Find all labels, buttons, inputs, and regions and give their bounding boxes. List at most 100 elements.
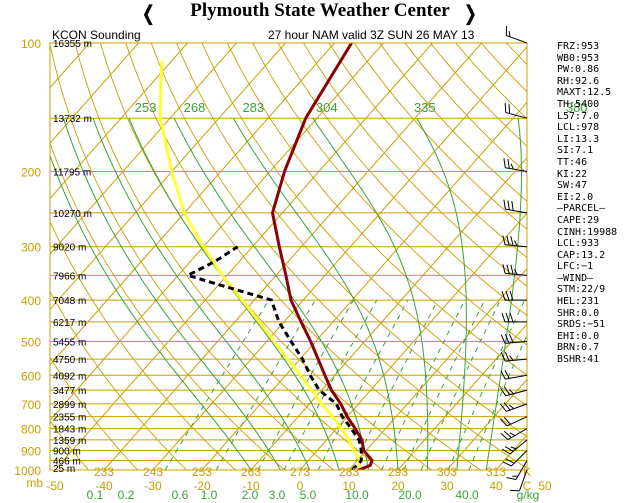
wind-barb-flag <box>502 264 506 274</box>
wind-barb-flag <box>508 404 515 409</box>
wind-barb-flag <box>510 163 514 170</box>
dry-adiabat-line <box>201 43 527 407</box>
wind-barb <box>500 402 528 412</box>
isotherm-line <box>446 378 527 470</box>
dry-adiabat-line <box>252 43 527 346</box>
wind-barb <box>505 25 528 44</box>
index-item: LCL:978 <box>557 122 600 134</box>
wind-barb-staff <box>505 167 528 173</box>
wind-barb <box>501 439 528 455</box>
wind-barb-flag <box>511 201 514 211</box>
wind-barb-flag <box>508 389 514 395</box>
kelvin-tick-label: 303 <box>437 465 457 479</box>
page-title: Plymouth State Weather Center <box>190 0 450 21</box>
wind-barb-flag <box>502 235 506 245</box>
wind-barb-flag <box>505 458 515 464</box>
temperature-tick-label: 50 <box>538 479 552 493</box>
isotherm-line <box>103 43 482 470</box>
dry-adiabat-line <box>74 43 383 470</box>
wind-barb-flag <box>500 352 506 362</box>
station-label: KCON Sounding <box>52 28 141 42</box>
valid-time-label: 27 hour NAM valid 3Z SUN 26 MAY 13 <box>268 28 475 42</box>
index-item: SI:7.1 <box>557 145 594 157</box>
isotherm-line <box>50 43 237 255</box>
temperature-trace <box>270 43 374 470</box>
isotherm-line <box>299 212 527 470</box>
wind-barb-flag <box>506 477 517 480</box>
pressure-tick-label: 500 <box>21 335 41 349</box>
index-item: LFC:−1 <box>557 261 594 273</box>
dry-adiabat-line <box>328 43 527 259</box>
mixing-ratio-line <box>447 299 526 470</box>
height-label: 466 m <box>53 456 81 467</box>
wind-barb-flag <box>504 369 510 379</box>
theta-label: 304 <box>316 100 338 115</box>
wind-barb-flag <box>508 333 514 343</box>
dry-adiabat-line <box>353 43 527 230</box>
mixing-ratio-label: 2.0 <box>242 488 259 502</box>
mixing-ratio-label: 0.1 <box>87 488 104 502</box>
mixing-ratio-label: 5.0 <box>300 488 317 502</box>
wind-barb-flag <box>509 432 516 437</box>
moist-adiabat-line <box>63 118 281 470</box>
index-item: CAP:13.2 <box>557 249 606 261</box>
height-label: 1843 m <box>53 425 86 436</box>
pressure-tick-label: 1000 <box>14 464 41 478</box>
index-item: LI:13.3 <box>557 133 600 145</box>
index-item: MAXT:12.5 <box>557 87 612 99</box>
mixing-ratio-line <box>420 299 501 470</box>
wind-barb-flag <box>501 290 506 301</box>
mixing-ratio-line <box>215 299 316 470</box>
wind-barb-flag <box>502 461 512 467</box>
banner: ❬ Plymouth State Weather Center ❭ <box>0 0 640 26</box>
kelvin-tick-label: 243 <box>143 465 163 479</box>
dry-adiabat-line <box>50 290 187 470</box>
height-label: 7966 m <box>53 271 86 282</box>
wind-barb <box>501 290 528 301</box>
wind-barb-flag <box>503 199 506 210</box>
wind-barb-flag <box>510 264 514 275</box>
temperature-tick-label: 30 <box>440 479 454 493</box>
wind-barb <box>502 450 528 467</box>
index-item: SRDS:−51 <box>557 319 606 331</box>
dry-adiabat-line <box>277 43 527 316</box>
index-item: SHR:0.0 <box>557 307 600 319</box>
pressure-tick-label: 600 <box>21 369 41 383</box>
plot-frame <box>49 42 528 471</box>
wind-barb-flag <box>509 355 514 361</box>
isotherm-line <box>50 43 286 311</box>
moist-adiabat-line <box>312 117 429 470</box>
moist-adiabat-line <box>173 117 370 470</box>
temperature-tick-label: -30 <box>144 479 162 493</box>
index-item: BRN:0.7 <box>557 342 600 354</box>
kelvin-tick-label: 293 <box>388 465 408 479</box>
pressure-tick-label: 800 <box>21 423 41 437</box>
dewpoint-trace <box>183 245 363 470</box>
index-item: L57:7.0 <box>557 110 600 122</box>
dry-adiabat-line <box>303 43 527 287</box>
wind-barb-flag <box>500 370 506 380</box>
dry-adiabat-line <box>50 220 236 470</box>
temperature-tick-label: -40 <box>95 479 113 493</box>
wind-barb-flag <box>504 334 510 344</box>
index-item: CAPE:29 <box>557 214 600 226</box>
profiles <box>158 43 374 470</box>
index-item: FRZ:953 <box>557 41 600 52</box>
temperature-tick-label: -50 <box>46 479 64 493</box>
wind-barb-flag <box>505 290 510 301</box>
height-label: 2899 m <box>53 400 86 411</box>
mixing-ratio-line <box>164 299 270 470</box>
index-item: RH:92.6 <box>557 75 600 87</box>
wind-barb-flag <box>503 158 506 168</box>
wind-barb-flag <box>503 417 512 425</box>
wind-barb-staff <box>519 469 528 491</box>
wind-barb-flag <box>504 102 507 113</box>
index-item: KI:22 <box>557 168 588 180</box>
dry-adiabat-line <box>125 43 481 470</box>
mixing-ratio-label: 0.2 <box>118 488 135 502</box>
temperature-unit-label: C <box>523 479 532 493</box>
wind-barb-flag <box>504 351 510 361</box>
index-item: —WIND— <box>557 272 594 284</box>
theta-label: 253 <box>135 100 157 115</box>
mixing-ratio-label: 10.0 <box>345 488 369 502</box>
